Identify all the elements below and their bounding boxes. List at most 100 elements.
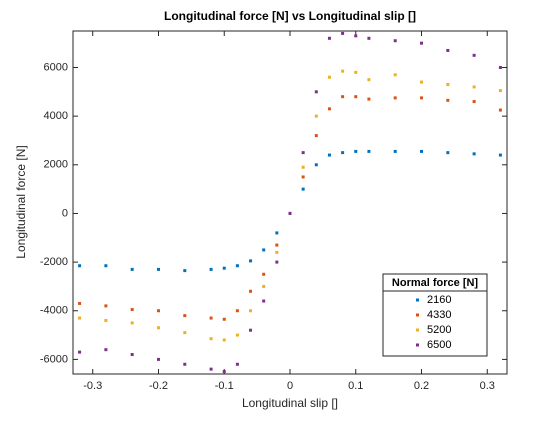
x-tick-label: -0.1 [215, 380, 234, 392]
point [156, 267, 160, 271]
point [249, 309, 253, 313]
point [262, 299, 266, 303]
point [367, 149, 371, 153]
point [367, 36, 371, 40]
point [262, 284, 266, 288]
point [104, 318, 108, 322]
point [209, 367, 213, 371]
y-tick-label: 4000 [44, 110, 68, 122]
point [301, 151, 305, 155]
point [209, 316, 213, 320]
y-tick-label: 6000 [44, 61, 68, 73]
y-tick-label: -6000 [40, 353, 68, 365]
point [446, 83, 450, 87]
point [314, 114, 318, 118]
point [393, 96, 397, 100]
legend-marker [416, 328, 419, 332]
y-tick-label: 2000 [44, 159, 68, 171]
x-tick-label: -0.2 [149, 380, 168, 392]
point [472, 85, 476, 89]
x-tick-label: 0.2 [414, 380, 429, 392]
point [341, 95, 345, 99]
x-tick-label: 0.1 [348, 380, 363, 392]
point [130, 321, 134, 325]
point [156, 357, 160, 361]
legend-marker [416, 298, 419, 302]
point [275, 231, 279, 235]
y-axis-label: Longitudinal force [N] [14, 145, 28, 258]
point [393, 39, 397, 43]
point [498, 89, 502, 93]
point [354, 34, 358, 38]
point [130, 267, 134, 271]
point [393, 73, 397, 77]
chart-title: Longitudinal force [N] vs Longitudinal s… [164, 9, 416, 23]
x-tick-label: 0.3 [480, 380, 495, 392]
point [130, 353, 134, 357]
point [446, 48, 450, 52]
point [222, 317, 226, 321]
point [420, 96, 424, 100]
point [275, 260, 279, 264]
point [209, 267, 213, 271]
point [130, 308, 134, 312]
point [498, 153, 502, 157]
point [104, 348, 108, 352]
point [354, 149, 358, 153]
point [314, 134, 318, 138]
axes-box [72, 30, 508, 375]
legend-box [382, 273, 488, 357]
point [301, 165, 305, 169]
point [222, 370, 226, 374]
point [275, 250, 279, 254]
point [235, 362, 239, 366]
point [78, 301, 82, 305]
point [472, 53, 476, 57]
point [327, 153, 331, 157]
point [222, 266, 226, 270]
point [472, 152, 476, 156]
point [367, 78, 371, 82]
legend-label: 5200 [427, 324, 451, 336]
point [327, 75, 331, 79]
legend-marker [416, 313, 419, 317]
point [446, 98, 450, 102]
legend-label: 4330 [427, 309, 451, 321]
point [262, 248, 266, 252]
point [183, 314, 187, 318]
legend-label: 6500 [427, 339, 451, 351]
legend-marker [416, 343, 419, 347]
legend-label: 2160 [427, 294, 451, 306]
point [209, 337, 213, 341]
point [354, 70, 358, 74]
point [288, 211, 292, 215]
point [183, 331, 187, 335]
point [78, 264, 82, 268]
point [78, 316, 82, 320]
point [420, 80, 424, 84]
point [235, 309, 239, 313]
point [498, 108, 502, 112]
point [249, 259, 253, 263]
point [341, 31, 345, 35]
point [78, 350, 82, 354]
point [472, 100, 476, 104]
point [235, 333, 239, 337]
point [354, 95, 358, 99]
point [104, 264, 108, 268]
point [327, 107, 331, 111]
point [104, 304, 108, 308]
point [498, 65, 502, 69]
point [393, 149, 397, 153]
point [420, 149, 424, 153]
point [367, 97, 371, 101]
x-axis-label: Longitudinal slip [] [242, 396, 338, 410]
point [341, 69, 345, 73]
point [327, 36, 331, 40]
point [446, 151, 450, 155]
y-tick-label: -2000 [40, 256, 68, 268]
point [156, 326, 160, 330]
point [275, 243, 279, 247]
